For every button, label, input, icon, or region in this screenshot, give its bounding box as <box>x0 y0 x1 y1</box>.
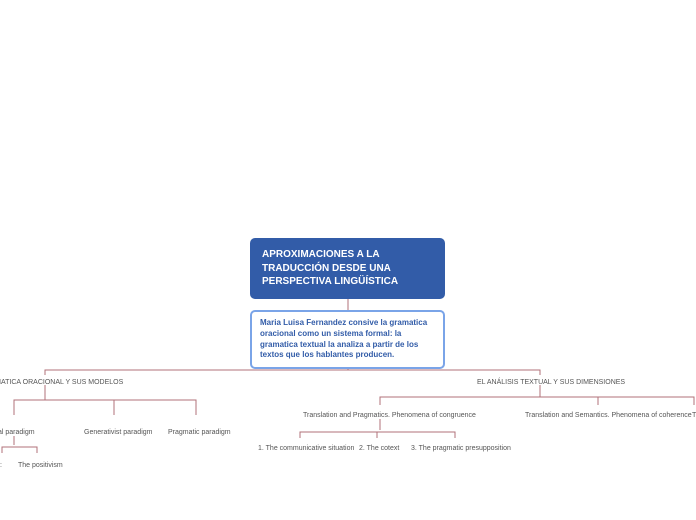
root-node[interactable]: APROXIMACIONES A LA TRADUCCIÓN DESDE UNA… <box>250 238 445 299</box>
right-child-2[interactable]: T <box>692 412 696 419</box>
right-grandchild-1[interactable]: 2. The cotext <box>359 445 399 452</box>
right-grandchild-2[interactable]: 3. The pragmatic presupposition <box>411 445 511 452</box>
left-grandchild-1[interactable]: The positivism <box>18 462 63 469</box>
sub-node[interactable]: Maria Luisa Fernandez consive la gramati… <box>250 310 445 369</box>
left-grandchild-0[interactable]: : <box>0 462 2 469</box>
right-grandchild-0[interactable]: 1. The communicative situation <box>258 445 354 452</box>
left-child-2[interactable]: Pragmatic paradigm <box>168 429 231 436</box>
left-child-0[interactable]: al paradigm <box>0 429 35 436</box>
left-child-1[interactable]: Generativist paradigm <box>84 429 152 436</box>
right-child-1[interactable]: Translation and Semantics. Phenomena of … <box>525 412 692 419</box>
level1-right[interactable]: EL ANÁLISIS TEXTUAL Y SUS DIMENSIONES <box>477 379 625 386</box>
level1-left[interactable]: GRAMATICA ORACIONAL Y SUS MODELOS <box>0 379 123 386</box>
right-child-0[interactable]: Translation and Pragmatics. Phenomena of… <box>303 412 476 419</box>
